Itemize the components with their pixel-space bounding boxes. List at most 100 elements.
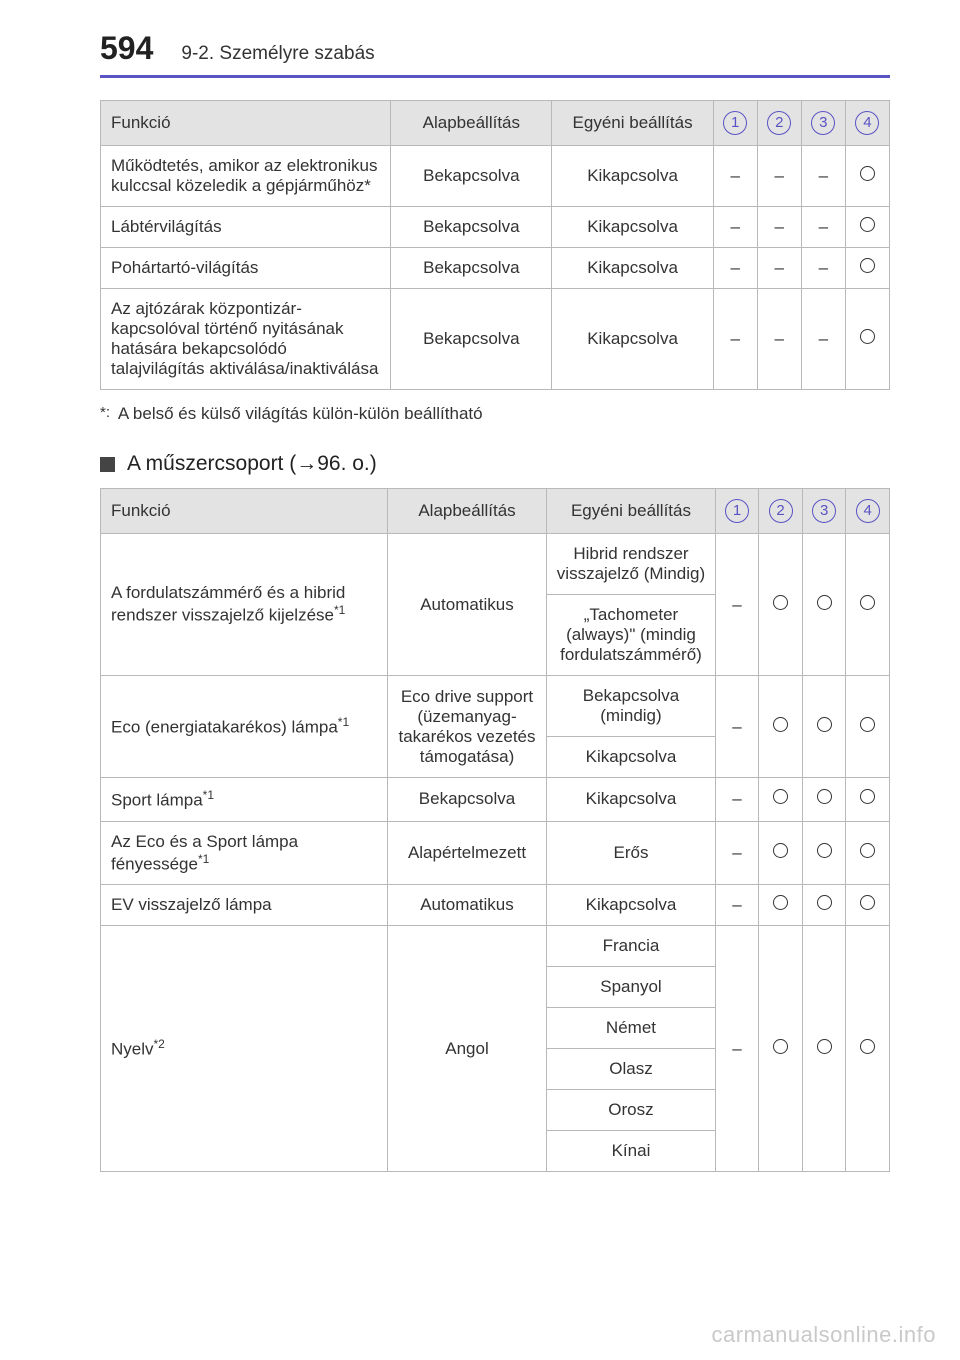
square-bullet-icon: [100, 457, 115, 472]
cell-mark: [802, 534, 846, 676]
cell-mark: [846, 926, 890, 1172]
cell-mark: [846, 778, 890, 822]
cell-cus: Bekapcsolva (mindig): [547, 676, 716, 737]
cell-cus: „Tachometer (always)" (mindig fordulatsz…: [547, 595, 716, 676]
col-4: 4: [846, 489, 890, 534]
cell-mark: [759, 926, 803, 1172]
cell-cus: Kikapcsolva: [547, 778, 716, 822]
cell-cus: Kikapcsolva: [547, 885, 716, 926]
cell-mark: [759, 676, 803, 778]
footnote-1: *: A belső és külső világítás külön-külö…: [100, 404, 890, 424]
cell-cus: Kikapcsolva: [552, 207, 713, 248]
cell-fn: Az ajtózárak központizár-kapcsolóval tör…: [101, 289, 391, 390]
cell-mark: [802, 821, 846, 885]
cell-mark: [759, 821, 803, 885]
col-default: Alapbeállítás: [391, 101, 552, 146]
cell-mark: –: [715, 821, 759, 885]
col-2: 2: [757, 101, 801, 146]
cell-mark: –: [801, 248, 845, 289]
cell-mark: –: [715, 778, 759, 822]
col-1: 1: [715, 489, 759, 534]
col-2: 2: [759, 489, 803, 534]
cell-mark: –: [757, 289, 801, 390]
cell-def: Bekapcsolva: [391, 146, 552, 207]
table-row: Nyelv*2 Angol Francia –: [101, 926, 890, 967]
cell-mark: –: [757, 146, 801, 207]
asterisk: *:: [100, 404, 110, 421]
cell-mark: –: [715, 676, 759, 778]
cell-fn: Működtetés, amikor az elektronikus kulcc…: [101, 146, 391, 207]
cell-def: Automatikus: [387, 885, 546, 926]
cell-def: Alapértelmezett: [387, 821, 546, 885]
col-custom: Egyéni beállítás: [547, 489, 716, 534]
cell-cus: Német: [547, 1008, 716, 1049]
cell-mark: –: [715, 885, 759, 926]
col-3: 3: [801, 101, 845, 146]
col-function: Funkció: [101, 489, 388, 534]
cell-mark: [802, 885, 846, 926]
cell-cus: Spanyol: [547, 967, 716, 1008]
cell-fn: Az Eco és a Sport lámpa fényessége*1: [101, 821, 388, 885]
col-custom: Egyéni beállítás: [552, 101, 713, 146]
header-rule: [100, 75, 890, 78]
col-3: 3: [802, 489, 846, 534]
table-row: Az ajtózárak központizár-kapcsolóval tör…: [101, 289, 890, 390]
cell-fn: EV visszajelző lámpa: [101, 885, 388, 926]
cell-mark: [802, 676, 846, 778]
table-row: Eco (energiatakarékos) lámpa*1 Eco drive…: [101, 676, 890, 737]
table-row: Működtetés, amikor az elektronikus kulcc…: [101, 146, 890, 207]
cell-mark: [802, 926, 846, 1172]
cell-mark: [846, 534, 890, 676]
cell-cus: Kikapcsolva: [547, 737, 716, 778]
col-1: 1: [713, 101, 757, 146]
cell-mark: –: [713, 146, 757, 207]
table-row: Pohártartó-világításBekapcsolvaKikapcsol…: [101, 248, 890, 289]
subheading: A műszercsoport (→96. o.): [100, 452, 890, 476]
cell-cus: Francia: [547, 926, 716, 967]
cell-mark: [846, 676, 890, 778]
cell-mark: –: [801, 146, 845, 207]
cell-cus: Kikapcsolva: [552, 146, 713, 207]
cell-mark: [845, 207, 889, 248]
cell-cus: Olasz: [547, 1049, 716, 1090]
col-default: Alapbeállítás: [387, 489, 546, 534]
cell-fn: Sport lámpa*1: [101, 778, 388, 822]
table-row: EV visszajelző lámpa Automatikus Kikapcs…: [101, 885, 890, 926]
col-function: Funkció: [101, 101, 391, 146]
cell-cus: Erős: [547, 821, 716, 885]
cell-mark: [759, 885, 803, 926]
cell-fn: A fordulatszámmérő és a hibrid rendszer …: [101, 534, 388, 676]
cell-fn: Lábtérvilágítás: [101, 207, 391, 248]
cell-mark: [845, 146, 889, 207]
cell-mark: –: [757, 207, 801, 248]
cell-mark: –: [757, 248, 801, 289]
cell-def: Bekapcsolva: [387, 778, 546, 822]
cell-mark: –: [713, 248, 757, 289]
cell-mark: [845, 248, 889, 289]
cell-def: Eco drive support (üzemanyag-takarékos v…: [387, 676, 546, 778]
cell-cus: Hibrid rendszer visszajelző (Mindig): [547, 534, 716, 595]
cell-fn: Pohártartó-világítás: [101, 248, 391, 289]
settings-table-2: Funkció Alapbeállítás Egyéni beállítás 1…: [100, 488, 890, 1172]
cell-mark: [846, 821, 890, 885]
cell-cus: Kínai: [547, 1131, 716, 1172]
cell-def: Bekapcsolva: [391, 207, 552, 248]
cell-mark: [846, 885, 890, 926]
cell-fn: Eco (energiatakarékos) lámpa*1: [101, 676, 388, 778]
cell-fn: Nyelv*2: [101, 926, 388, 1172]
cell-cus: Kikapcsolva: [552, 248, 713, 289]
table-row: Az Eco és a Sport lámpa fényessége*1 Ala…: [101, 821, 890, 885]
table-row: Sport lámpa*1 Bekapcsolva Kikapcsolva –: [101, 778, 890, 822]
cell-mark: [845, 289, 889, 390]
section-label: 9-2. Személyre szabás: [181, 43, 374, 65]
cell-mark: –: [801, 289, 845, 390]
cell-def: Bekapcsolva: [391, 289, 552, 390]
cell-mark: –: [801, 207, 845, 248]
cell-mark: –: [713, 207, 757, 248]
cell-def: Automatikus: [387, 534, 546, 676]
col-4: 4: [845, 101, 889, 146]
cell-def: Bekapcsolva: [391, 248, 552, 289]
cell-mark: [802, 778, 846, 822]
cell-mark: –: [715, 534, 759, 676]
cell-mark: [759, 778, 803, 822]
